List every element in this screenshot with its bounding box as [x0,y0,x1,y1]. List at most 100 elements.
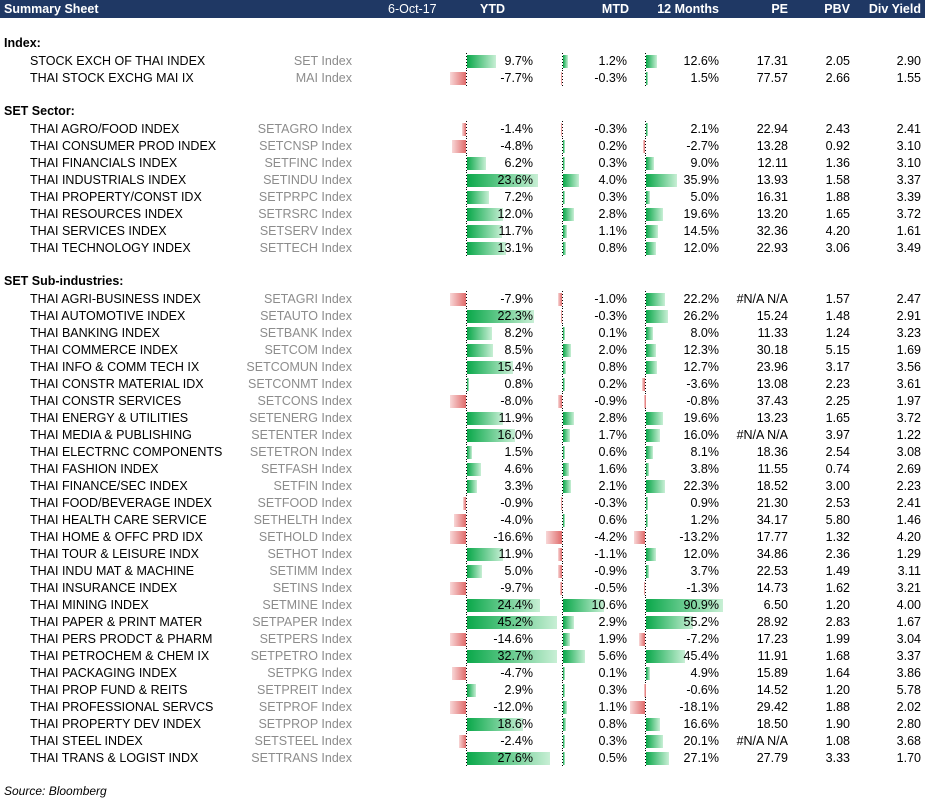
table-row: THAI PROPERTY/CONST IDX SETPRPC Index 7.2%… [0,189,925,206]
ytd-axis-line [466,648,467,665]
ticker-code: SETENERG Index [249,411,352,425]
div-yield-value: 2.41 [896,496,921,510]
ytd-bar [467,174,538,187]
ticker-code: SETFOOD Index [257,496,352,510]
pe-value: 14.52 [756,683,788,697]
pbv-value: 5.15 [825,343,850,357]
pe-value: #N/A N/A [736,292,788,306]
mtd-axis-line [562,206,563,223]
ytd-value: 11.7% [498,224,533,238]
m12-value: 1.5% [690,71,720,85]
ticker-code: SETPROF Index [258,700,352,714]
table-row: THAI PROFESSIONAL SERVCS SETPROF Index -12… [0,699,925,716]
mtd-bar [563,718,567,731]
ytd-bar [467,429,515,442]
m12-value: 55.2% [683,615,719,629]
table-row: THAI TRANS & LOGIST INDX SETTRANS Index 27… [0,750,925,767]
div-yield-value: 3.72 [896,411,921,425]
m12-value: 12.6% [683,54,719,68]
ytd-axis-line [466,427,467,444]
m12-value: -2.7% [686,139,719,153]
m12-bar [646,72,648,85]
pbv-value: 1.48 [825,309,850,323]
pbv-value: 1.65 [825,411,850,425]
m12-bar [638,633,645,646]
index-name: THAI PERS PRODCT & PHARM [30,632,213,646]
index-name: THAI HEALTH CARE SERVICE [30,513,207,527]
m12-bar [642,140,645,153]
ytd-value: 22.3% [497,309,533,323]
ytd-value: 9.7% [504,54,534,68]
mtd-bar [563,684,565,697]
index-name: THAI RESOURCES INDEX [30,207,183,221]
m12-bar [646,293,665,306]
ytd-value: 12.0% [497,207,533,221]
div-yield-value: 2.47 [896,292,921,306]
m12-value: 5.0% [690,190,720,204]
pbv-value: 2.54 [825,445,850,459]
m12-value: 45.4% [683,649,719,663]
mtd-bar [563,514,566,527]
ytd-value: 23.6% [497,173,533,187]
div-yield-value: 2.80 [896,717,921,731]
ytd-axis-line [466,121,467,138]
index-name: THAI CONSUMER PROD INDEX [30,139,217,153]
pe-value: 13.08 [756,377,788,391]
ticker-code: SETPREIT Index [257,683,352,697]
ytd-axis-line [466,580,467,597]
ytd-axis-line [466,189,467,206]
m12-value: 27.1% [683,751,719,765]
m12-axis-line [645,53,646,70]
m12-axis-line [645,614,646,631]
pe-value: 17.77 [756,530,788,544]
div-yield-value: 1.29 [896,547,921,561]
ytd-value: -4.8% [500,139,533,153]
mtd-value: 2.8% [598,207,628,221]
mtd-bar [563,140,565,153]
col-header-12m: 12 Months [657,2,719,16]
mtd-axis-line [562,410,563,427]
mtd-bar [563,667,565,680]
m12-bar [646,752,670,765]
mtd-value: 1.1% [598,700,628,714]
pe-value: 12.11 [757,156,788,170]
m12-axis-line [645,597,646,614]
mtd-bar [563,208,574,221]
div-yield-value: 3.37 [896,649,921,663]
m12-bar [646,412,663,425]
m12-axis-line [645,648,646,665]
pe-value: 34.17 [756,513,788,527]
table-row: THAI FINANCE/SEC INDEX SETFIN Index 3.3% 2.… [0,478,925,495]
m12-bar [646,327,653,340]
ticker-code: SETFINC Index [264,156,352,170]
ytd-bar [467,463,481,476]
ticker-code: SETHOT Index [267,547,352,561]
ticker-code: SETCOMUN Index [246,360,352,374]
mtd-axis-line [562,733,563,750]
mtd-bar [563,174,579,187]
ytd-value: -4.7% [500,666,533,680]
pe-value: 11.55 [757,462,788,476]
index-name: THAI PACKAGING INDEX [30,666,178,680]
mtd-bar [563,633,571,646]
col-header-ytd: YTD [480,2,505,16]
ticker-code: SETHELTH Index [253,513,352,527]
ytd-value: -7.7% [500,71,533,85]
mtd-bar [563,55,568,68]
ytd-bar [467,616,557,629]
m12-value: 20.1% [683,734,719,748]
table-row: THAI TECHNOLOGY INDEX SETTECH Index 13.1% 0… [0,240,925,257]
m12-value: 4.9% [690,666,720,680]
mtd-axis-line [562,580,563,597]
m12-bar [646,361,657,374]
mtd-axis-line [562,461,563,478]
pe-value: 21.30 [756,496,788,510]
ticker-code: SETFIN Index [273,479,353,493]
ytd-bar [467,344,493,357]
pbv-value: 1.32 [825,530,850,544]
table-row: THAI PACKAGING INDEX SETPKG Index -4.7% 0.1… [0,665,925,682]
pbv-value: 2.83 [825,615,850,629]
ytd-bar [467,361,514,374]
m12-bar [644,395,646,408]
m12-axis-line [645,563,646,580]
